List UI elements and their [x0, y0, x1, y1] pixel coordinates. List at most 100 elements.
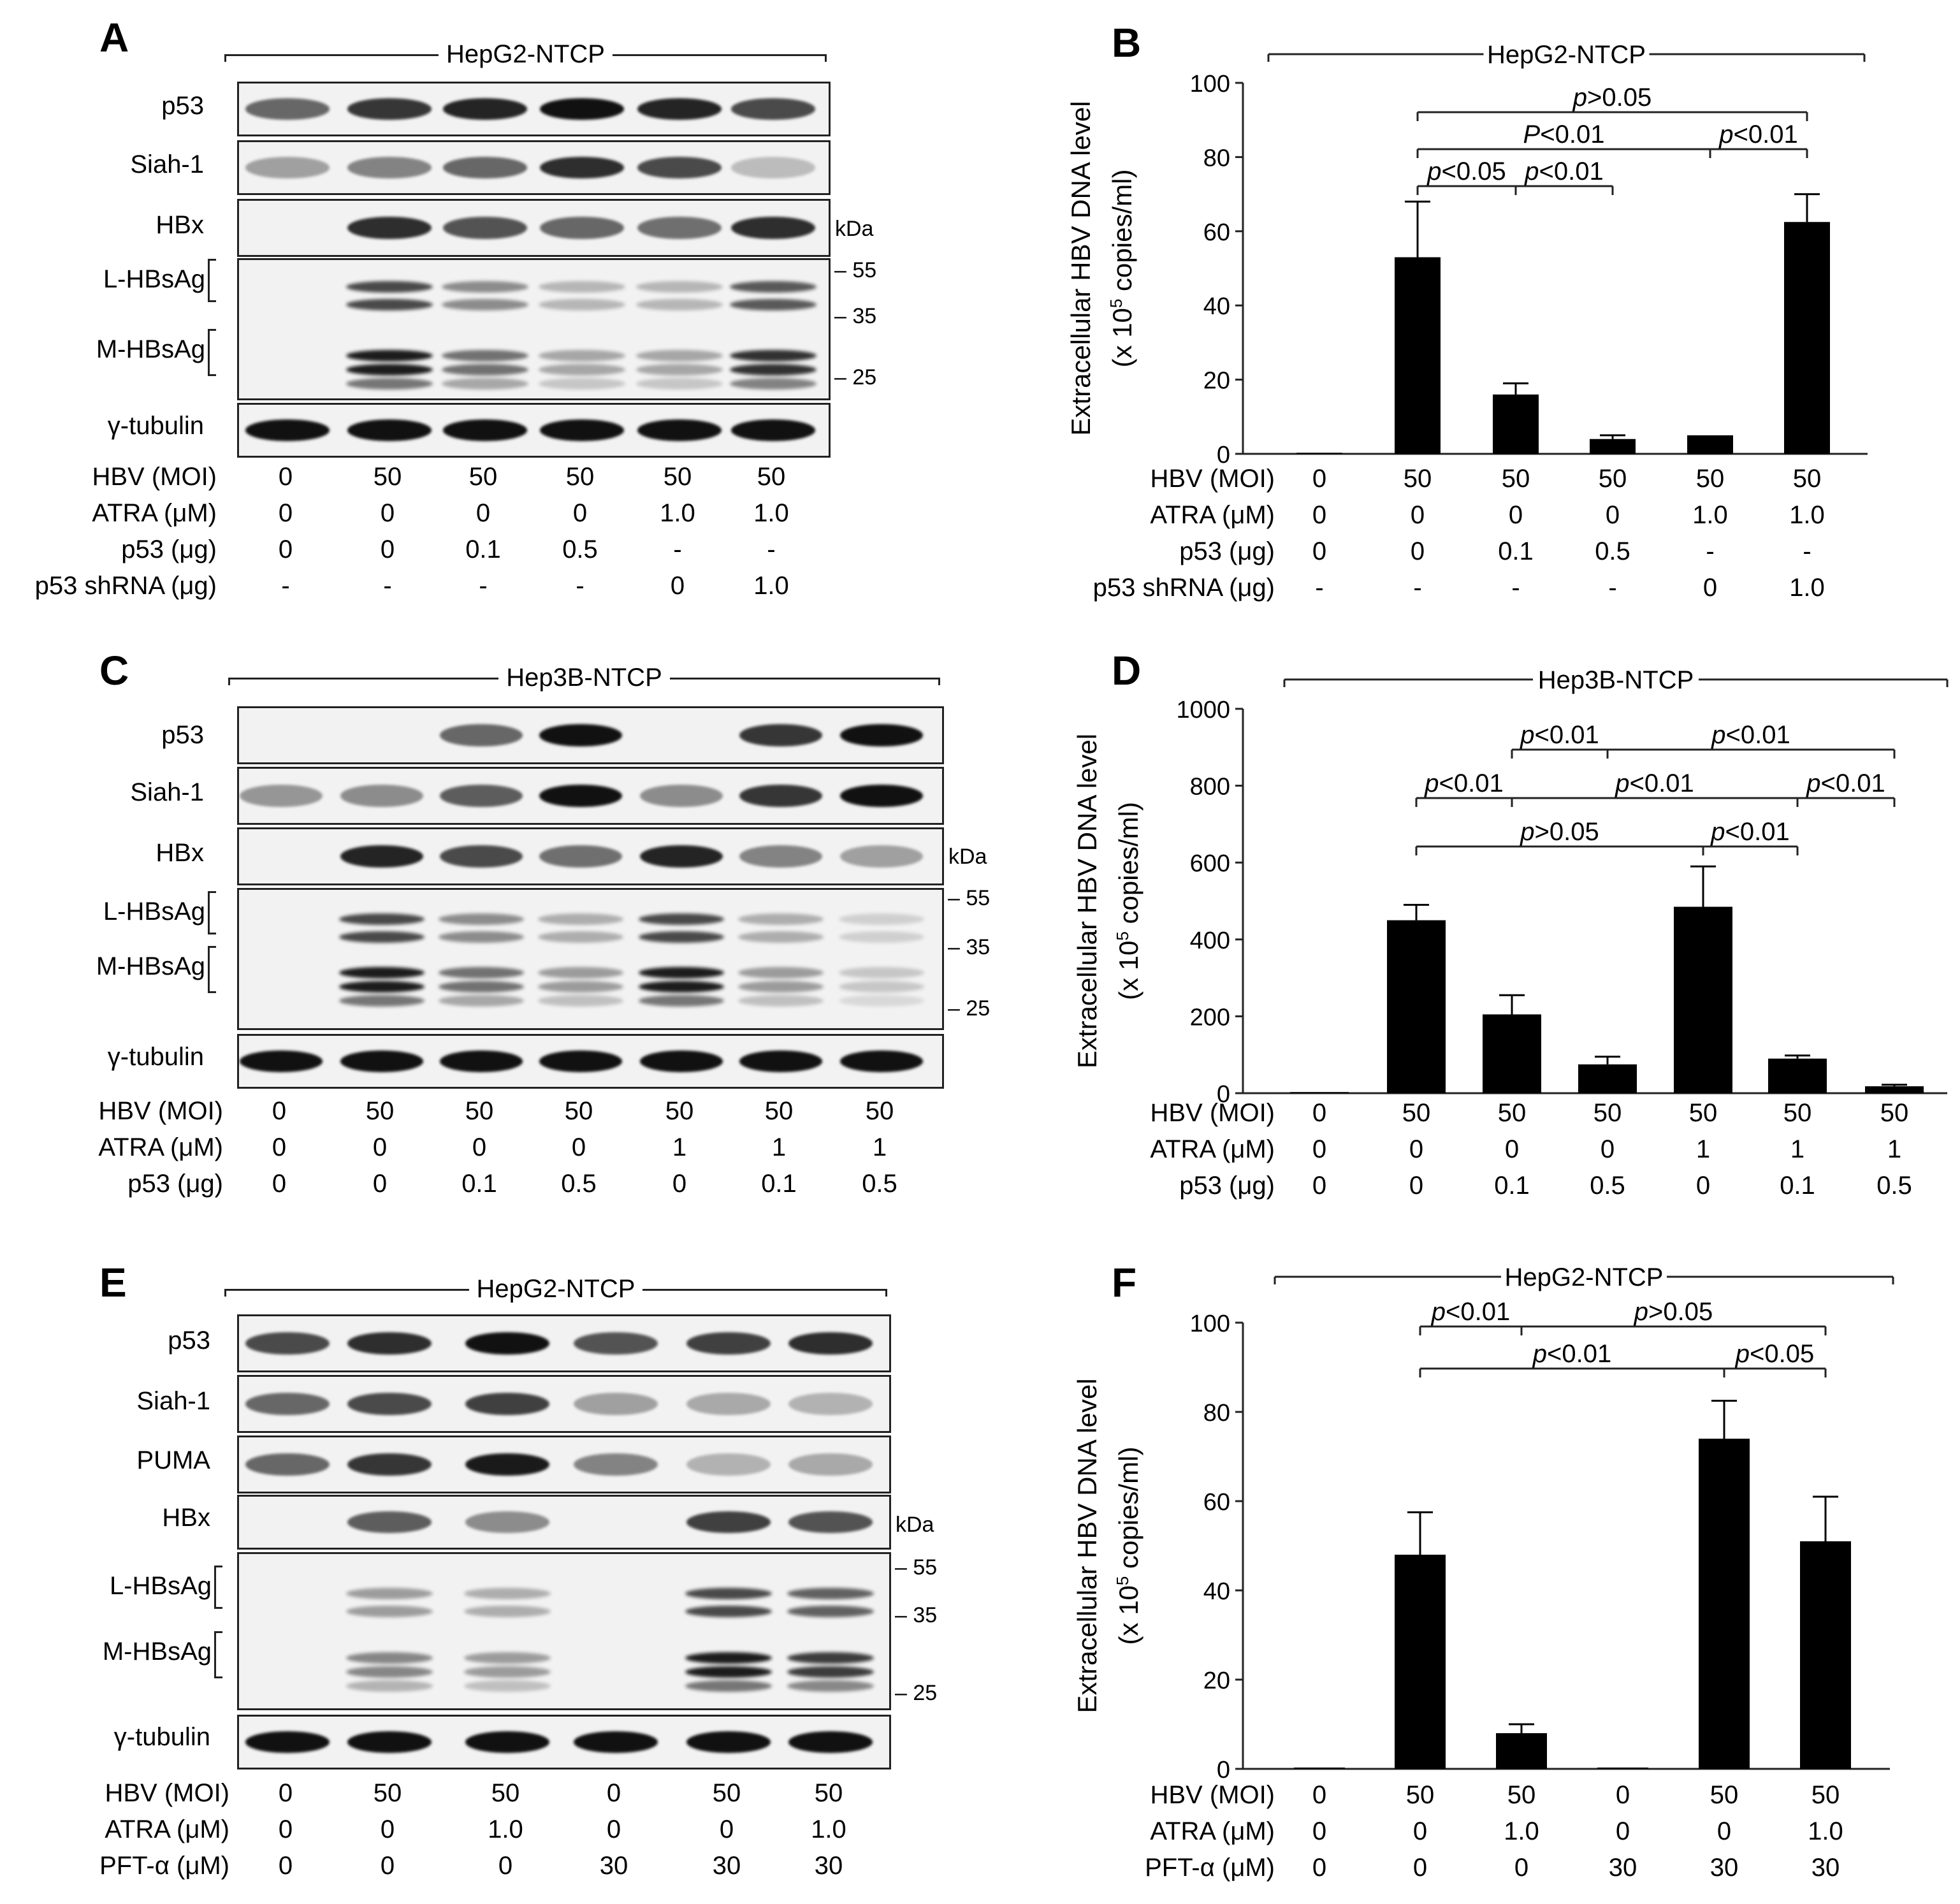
m-hbsag-bracket	[208, 946, 216, 993]
hbsag-band	[638, 913, 725, 925]
blot-band	[731, 157, 815, 178]
hbsag-band	[464, 1652, 551, 1664]
treatment-cell: 0	[1411, 501, 1425, 529]
significance-label: p<0.01	[1520, 721, 1599, 749]
hbsag-band	[338, 995, 425, 1007]
treatment-cell: 0	[1601, 1135, 1615, 1163]
treatment-row-label: HBV (MOI)	[1150, 1781, 1275, 1809]
hbsag-band	[442, 364, 528, 375]
blot-band	[539, 784, 622, 808]
treatment-cell: 0	[1509, 501, 1523, 529]
kda-marker: – 25	[834, 365, 877, 389]
blot-band	[640, 784, 723, 808]
blot-strip	[237, 1435, 891, 1493]
treatment-cell: 0	[1514, 1854, 1528, 1882]
y-tick-label: 40	[1203, 1578, 1230, 1605]
treatment-cell: 0	[1505, 1135, 1519, 1163]
blot-band	[440, 784, 523, 808]
blot-band	[245, 98, 330, 120]
treatment-cell: 50	[1507, 1781, 1536, 1809]
title-bracket-right-tick	[938, 678, 940, 685]
blot-band	[640, 845, 723, 868]
treatment-cell: 0	[498, 1852, 513, 1880]
hbsag-band	[730, 378, 817, 389]
hbsag-band	[346, 1652, 433, 1664]
y-tick-label: 60	[1203, 1489, 1230, 1516]
hbsag-band	[730, 350, 817, 361]
treatment-cell: 0	[1703, 574, 1717, 602]
m-hbsag-bracket	[214, 1631, 222, 1678]
treatment-cell: 1	[1696, 1135, 1710, 1163]
treatment-row-label: p53 shRNA (μg)	[1093, 574, 1275, 602]
blot-label: HBx	[156, 839, 204, 867]
blot-label: Siah-1	[130, 150, 204, 178]
blot-label: p53	[161, 92, 204, 120]
blot-band	[443, 98, 527, 120]
treatment-cell: 30	[599, 1852, 628, 1880]
blot-strip	[237, 1495, 891, 1550]
treatment-cell: 0.1	[461, 1170, 497, 1198]
treatment-cell: -	[1803, 537, 1811, 565]
cell-line-title: HepG2-NTCP	[224, 40, 827, 68]
treatment-cell: 50	[1502, 465, 1530, 493]
hbsag-band	[346, 364, 433, 375]
treatment-row-label: p53 (μg)	[1179, 537, 1275, 565]
blot-band	[440, 1050, 523, 1072]
treatment-cell: 0	[278, 1852, 293, 1880]
blot-band	[540, 157, 624, 178]
hbsag-band	[787, 1606, 874, 1617]
treatment-cell: 0	[272, 1133, 287, 1161]
blot-strip	[237, 140, 831, 195]
hbsag-band	[838, 967, 925, 978]
hbsag-band	[346, 1588, 433, 1599]
bar	[1590, 439, 1636, 454]
blot-band	[465, 1453, 549, 1476]
blot-band	[731, 419, 815, 441]
significance-label: p<0.01	[1615, 769, 1694, 797]
hbsag-band	[636, 299, 723, 310]
treatment-cell: 0	[606, 1779, 621, 1807]
treatment-cell: 0	[272, 1097, 287, 1125]
treatment-cell: 0.5	[1877, 1172, 1912, 1200]
treatment-cell: 0	[1696, 1172, 1710, 1200]
treatment-row-label: p53 (μg)	[1179, 1172, 1275, 1200]
treatment-cell: 50	[1710, 1781, 1739, 1809]
treatment-cell: 0.1	[1780, 1172, 1815, 1200]
treatment-cell: -	[767, 535, 776, 563]
hbsag-band	[438, 967, 525, 978]
blot-label-m-hbsag: M-HBsAg	[96, 335, 205, 363]
hbsag-band	[438, 931, 525, 943]
treatment-row-label: ATRA (μM)	[1150, 1135, 1275, 1163]
y-tick-label: 0	[1217, 1081, 1230, 1108]
significance-label: p>0.05	[1572, 84, 1651, 112]
blot-band	[637, 419, 722, 441]
treatment-cell: 0	[1312, 1172, 1326, 1200]
treatment-cell: 50	[373, 1779, 402, 1807]
treatment-cell: 30	[712, 1852, 741, 1880]
hbsag-band	[685, 1666, 772, 1678]
significance-label: p<0.01	[1718, 120, 1797, 149]
blot-band	[440, 723, 523, 747]
blot-strip	[237, 199, 831, 257]
blot-band	[245, 157, 330, 178]
treatment-cell: 0.5	[561, 1170, 597, 1198]
blot-band	[540, 98, 624, 120]
blot-strip	[237, 706, 944, 764]
y-axis-unit-label: (x 105 copies/ml)	[1113, 1447, 1143, 1645]
treatment-cell: 50	[1689, 1099, 1718, 1127]
blot-band	[574, 1731, 658, 1753]
title-mask	[1483, 38, 1650, 70]
treatment-cell: 0	[1312, 1817, 1326, 1845]
treatment-cell: 0	[1606, 501, 1620, 529]
blot-label: Siah-1	[136, 1387, 210, 1415]
hbsag-band	[730, 364, 817, 375]
kda-marker: – 25	[895, 1681, 938, 1705]
blot-band	[240, 1050, 323, 1072]
treatment-cell: 0.1	[761, 1170, 797, 1198]
treatment-cell: 50	[814, 1779, 843, 1807]
kda-marker: – 55	[834, 258, 877, 282]
y-tick-label: 800	[1190, 774, 1230, 801]
blot-band	[443, 157, 527, 178]
cell-line-title: HepG2-NTCP	[224, 1275, 887, 1303]
treatment-cell: -	[673, 535, 682, 563]
